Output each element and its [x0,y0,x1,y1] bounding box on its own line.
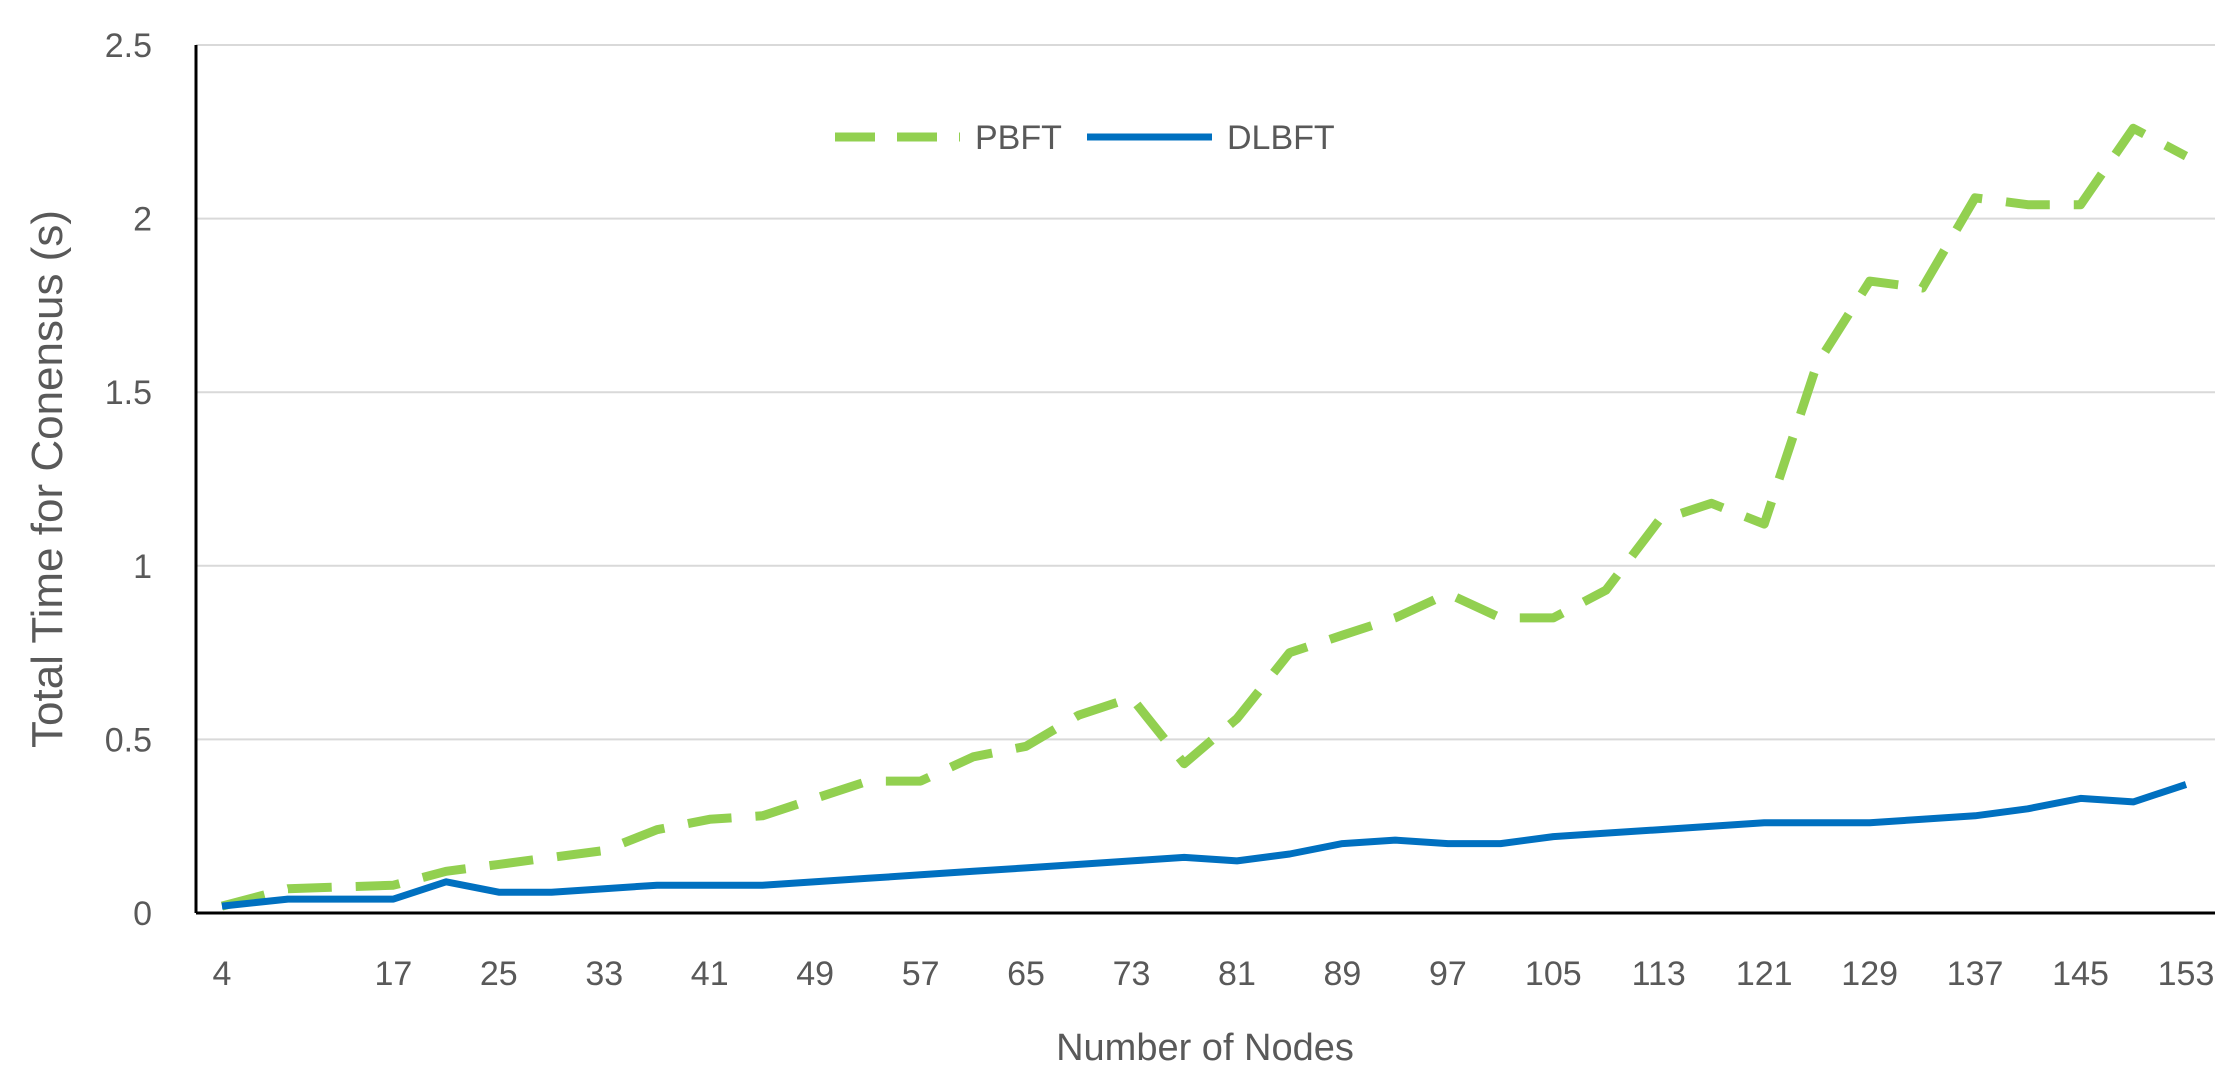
series [220,123,2189,911]
x-tick-label: 57 [902,955,940,993]
y-tick-labels: 0 0.5 1 1.5 2 2.5 [105,27,152,933]
x-tick-label: 33 [585,955,623,993]
legend-label-dlbft: DLBFT [1227,119,1335,157]
y-tick-label: 0.5 [105,721,152,759]
y-tick-label: 2 [133,201,152,239]
x-tick-label: 89 [1323,955,1361,993]
x-tick-label: 4 [213,955,232,993]
x-tick-label: 153 [2158,955,2215,993]
axes [194,45,2215,915]
x-tick-label: 25 [480,955,518,993]
x-tick-label: 121 [1736,955,1793,993]
x-tick-label: 49 [796,955,834,993]
series-line-dlbft [221,781,2188,910]
y-tick-label: 2.5 [105,27,152,65]
x-tick-label: 41 [691,955,729,993]
x-tick-label: 129 [1841,955,1898,993]
y-tick-label: 1.5 [105,374,152,412]
x-tick-label: 113 [1632,955,1686,993]
x-tick-label: 65 [1007,955,1045,993]
x-tick-label: 81 [1218,955,1256,993]
x-tick-label: 105 [1525,955,1582,993]
x-tick-label: 145 [2052,955,2109,993]
x-tick-label: 137 [1947,955,2004,993]
legend-label-pbft: PBFT [975,119,1062,157]
y-axis-title: Total Time for Conensus (s) [23,210,72,748]
y-tick-label: 1 [133,548,152,586]
y-tick-label: 0 [133,895,152,933]
x-tick-label: 17 [374,955,412,993]
series-line-pbft [220,123,2189,911]
x-tick-label: 97 [1429,955,1467,993]
x-axis-title: Number of Nodes [1056,1027,1354,1069]
x-tick-label: 73 [1113,955,1151,993]
x-tick-labels: 4 17 25 33 41 49 57 65 73 81 89 97 105 113 121 129 137 14… [213,955,2215,993]
legend: PBFT DLBFT [835,119,1335,157]
gridlines [196,44,2215,741]
